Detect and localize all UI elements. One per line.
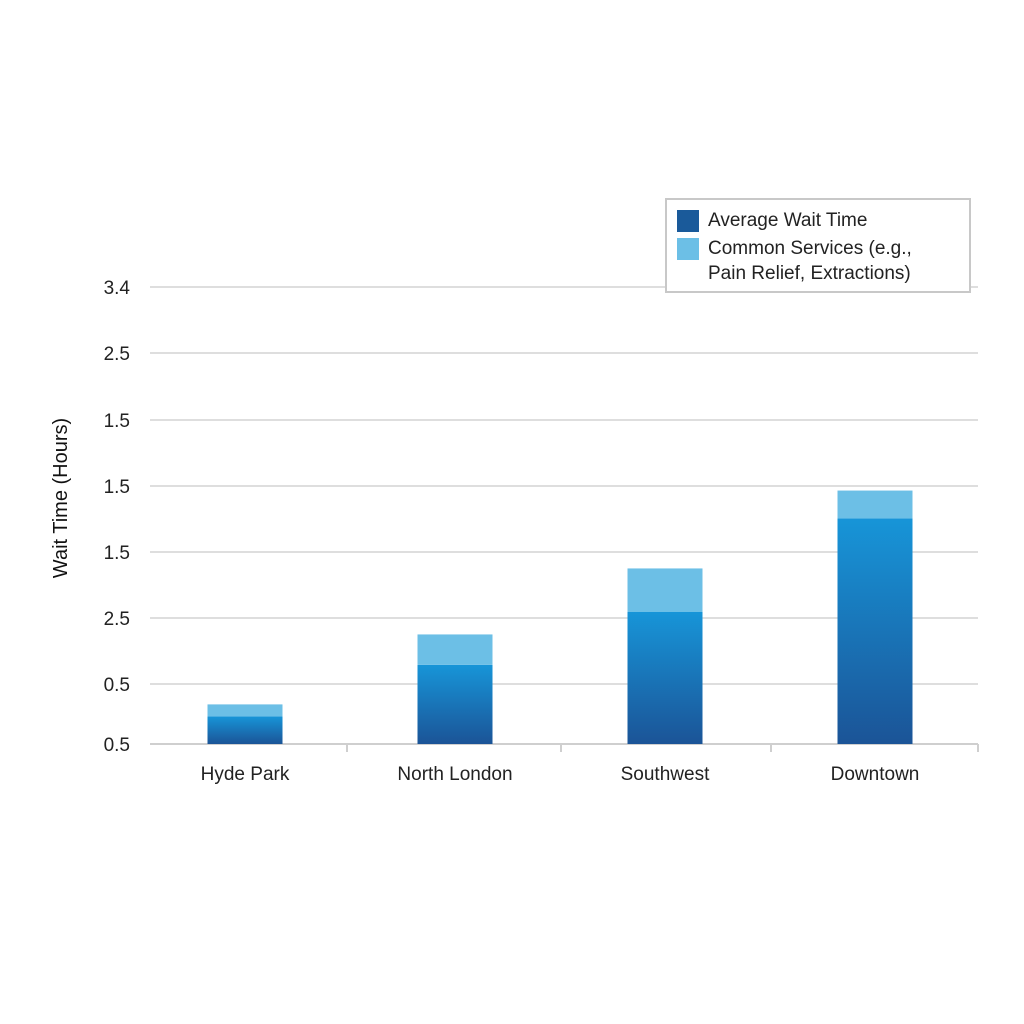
legend-label-line: Pain Relief, Extractions) (708, 263, 911, 284)
bar-average-wait-time (837, 518, 913, 744)
y-tick-label: 3.4 (104, 278, 131, 299)
legend-item-average-wait-time: Average Wait Time (677, 208, 867, 234)
legend-swatch-dark (677, 210, 699, 232)
bar-common-services (837, 490, 913, 519)
legend-swatch-light (677, 238, 699, 260)
legend-item-common-services: Common Services (e.g., Pain Relief, Extr… (677, 236, 912, 286)
bar-average-wait-time (627, 612, 703, 744)
bar-average-wait-time (207, 716, 283, 744)
y-tick-label: 2.5 (104, 344, 130, 365)
y-tick-label: 2.5 (104, 609, 130, 630)
bar-average-wait-time (417, 664, 493, 744)
x-tick-label: North London (397, 764, 512, 785)
y-tick-label: 1.5 (104, 411, 130, 432)
y-tick-label: 0.5 (104, 675, 130, 696)
bar-common-services (417, 634, 493, 665)
x-tick-label: Hyde Park (201, 764, 290, 785)
y-tick-label: 1.5 (104, 543, 130, 564)
legend-label-line: Common Services (e.g., (708, 238, 912, 259)
bar-common-services (627, 568, 703, 612)
y-tick-label: 1.5 (104, 477, 130, 498)
y-tick-label: 0.5 (104, 735, 130, 756)
y-axis-label: Wait Time (Hours) (50, 418, 72, 578)
legend: Average Wait Time Common Services (e.g.,… (665, 198, 971, 293)
x-tick-label: Southwest (621, 764, 710, 785)
x-tick-label: Downtown (831, 764, 920, 785)
bar-common-services (207, 704, 283, 717)
legend-label: Common Services (e.g., Pain Relief, Extr… (708, 236, 912, 286)
legend-label: Average Wait Time (708, 210, 868, 231)
